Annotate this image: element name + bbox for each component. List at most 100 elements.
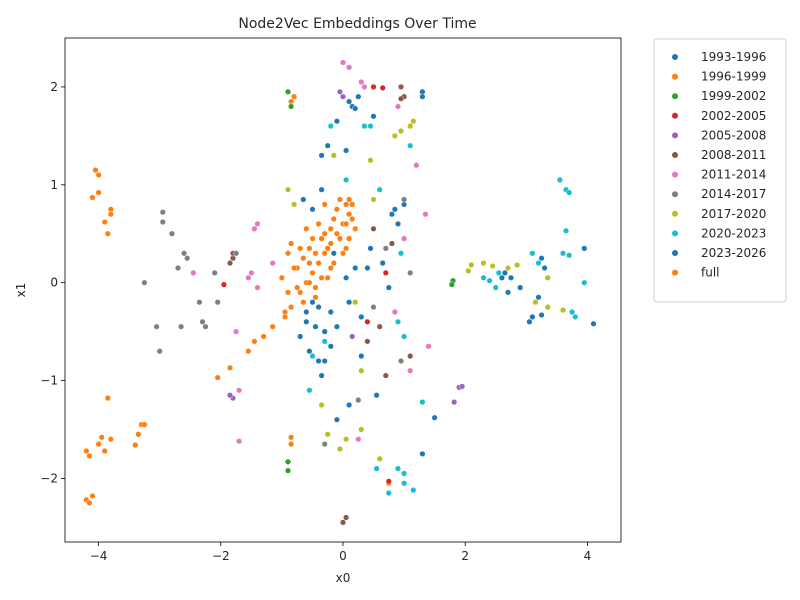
- legend-marker-6: [672, 171, 678, 178]
- point-series-1-32: [309, 269, 316, 276]
- point-series-7-0: [159, 209, 166, 216]
- point-series-1-51: [291, 93, 298, 100]
- point-series-0-8: [297, 333, 304, 340]
- point-series-11-22: [312, 294, 319, 301]
- point-series-9-8: [566, 189, 573, 196]
- point-series-1-4: [101, 218, 108, 225]
- point-series-3-1: [379, 84, 386, 91]
- point-series-7-19: [370, 304, 377, 311]
- legend-label-2: 1999-2002: [701, 89, 766, 103]
- x-axis-label: x0: [336, 571, 351, 585]
- point-series-8-23: [358, 367, 365, 374]
- legend-label-0: 1993-1996: [701, 50, 766, 64]
- point-series-9-29: [321, 338, 328, 345]
- point-series-8-20: [376, 455, 383, 462]
- point-series-3-4: [382, 269, 389, 276]
- point-series-0-25: [419, 450, 426, 457]
- x-tick-label-4: 4: [584, 549, 592, 563]
- point-series-9-33: [306, 387, 313, 394]
- point-series-1-43: [324, 274, 331, 281]
- point-series-7-12: [196, 299, 203, 306]
- point-series-8-9: [544, 274, 551, 281]
- point-series-1-18: [141, 421, 148, 428]
- point-series-0-4: [315, 358, 322, 365]
- point-series-1-8: [83, 448, 90, 455]
- point-series-10-0: [498, 274, 505, 281]
- point-series-0-35: [367, 245, 374, 252]
- point-series-11-3: [309, 235, 316, 242]
- point-series-0-30: [529, 313, 536, 320]
- point-series-0-33: [370, 113, 377, 120]
- point-series-1-14: [101, 448, 108, 455]
- point-series-6-4: [248, 269, 255, 276]
- point-series-1-38: [346, 211, 353, 218]
- point-series-7-1: [159, 218, 166, 225]
- point-series-9-2: [492, 284, 499, 291]
- point-series-10-4: [501, 269, 508, 276]
- y-tick-label-1: −1: [40, 374, 58, 388]
- point-series-10-17: [300, 196, 307, 203]
- point-series-7-4: [184, 255, 191, 262]
- point-series-9-27: [376, 186, 383, 193]
- point-series-9-17: [401, 480, 408, 487]
- point-series-1-46: [330, 215, 337, 222]
- point-series-8-2: [480, 260, 487, 267]
- x-tick-label-3: 2: [461, 549, 469, 563]
- point-series-1-11: [98, 434, 105, 441]
- x-tick-label-0: −4: [90, 549, 108, 563]
- point-series-1-33: [315, 260, 322, 267]
- point-series-6-7: [251, 225, 258, 232]
- point-series-10-23: [343, 147, 350, 154]
- point-series-1-9: [86, 452, 93, 459]
- point-series-1-12: [104, 395, 111, 402]
- point-series-8-22: [291, 201, 298, 208]
- point-series-6-1: [346, 64, 353, 71]
- point-series-11-20: [300, 299, 307, 306]
- point-series-11-2: [306, 260, 313, 267]
- point-series-1-3: [95, 189, 102, 196]
- point-series-9-15: [395, 465, 402, 472]
- point-series-1-40: [306, 245, 313, 252]
- point-series-1-30: [297, 289, 304, 296]
- point-series-4-6: [451, 399, 458, 406]
- point-series-8-3: [489, 263, 496, 270]
- point-series-9-28: [309, 353, 316, 360]
- point-series-6-16: [407, 367, 414, 374]
- point-series-1-29: [288, 304, 295, 311]
- point-series-9-20: [373, 465, 380, 472]
- point-series-6-3: [361, 83, 368, 90]
- point-series-1-13: [107, 436, 114, 443]
- point-series-1-36: [333, 230, 340, 237]
- point-series-7-8: [156, 348, 163, 355]
- point-series-8-8: [544, 304, 551, 311]
- point-series-0-29: [526, 318, 533, 325]
- y-axis-ticks: −2 −1 0 1 2: [40, 80, 65, 485]
- point-series-11-28: [343, 201, 350, 208]
- legend-marker-9: [672, 230, 678, 237]
- legend-label-3: 2002-2005: [701, 109, 766, 123]
- point-series-5-5: [398, 83, 405, 90]
- point-series-0-5: [327, 343, 334, 350]
- point-series-9-22: [361, 123, 368, 130]
- legend-marker-11: [672, 269, 678, 276]
- point-series-2-5: [448, 281, 455, 288]
- point-series-4-5: [459, 383, 466, 390]
- point-series-1-21: [89, 493, 96, 500]
- point-series-0-26: [431, 414, 438, 421]
- point-series-6-2: [358, 78, 365, 85]
- point-series-9-30: [398, 250, 405, 257]
- point-series-7-7: [153, 323, 160, 330]
- point-series-0-0: [312, 323, 319, 330]
- point-series-0-32: [590, 320, 597, 327]
- point-series-10-22: [355, 93, 362, 100]
- point-series-9-3: [495, 269, 502, 276]
- point-series-1-41: [312, 284, 319, 291]
- point-series-2-2: [285, 458, 292, 465]
- point-series-1-47: [336, 196, 343, 203]
- point-series-9-13: [581, 279, 588, 286]
- point-series-0-9: [318, 372, 325, 379]
- point-series-10-20: [373, 392, 380, 399]
- point-series-0-28: [541, 265, 548, 272]
- point-series-1-5: [104, 230, 111, 237]
